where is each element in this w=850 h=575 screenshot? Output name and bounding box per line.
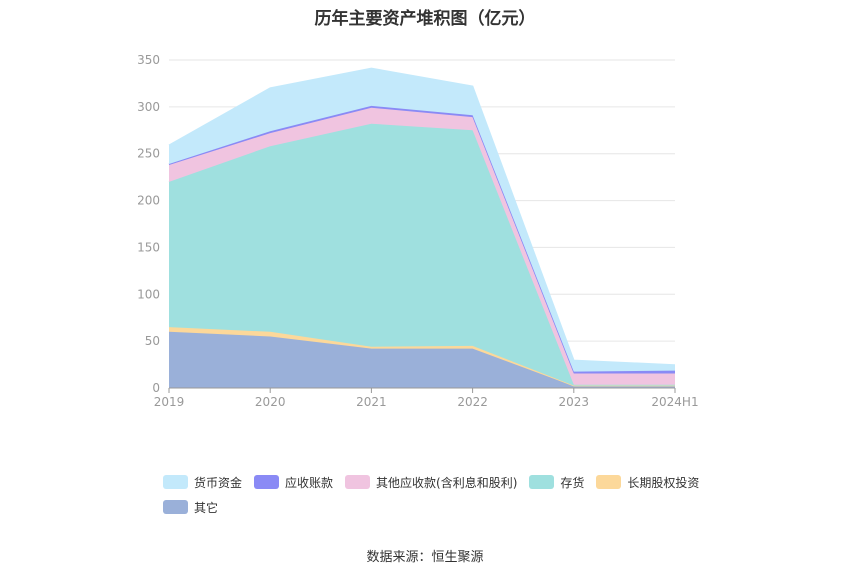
series-line-5 xyxy=(168,67,676,366)
y-tick-label: 50 xyxy=(145,334,160,348)
x-tick-label: 2022 xyxy=(457,395,488,409)
x-tick-label: 2021 xyxy=(356,395,387,409)
area-series-2 xyxy=(169,123,675,386)
legend-item[interactable]: 货币资金 xyxy=(163,472,242,492)
legend-item[interactable]: 其他应收款(含利息和股利) xyxy=(345,472,517,492)
legend-item[interactable]: 存货 xyxy=(529,472,584,492)
legend-swatch xyxy=(345,475,371,489)
x-tick-label: 2019 xyxy=(154,395,185,409)
x-tick-label: 2023 xyxy=(559,395,590,409)
area-series-3 xyxy=(169,107,675,385)
y-tick-label: 250 xyxy=(137,147,160,161)
source-note: 数据来源：恒生聚源 xyxy=(366,550,484,565)
y-tick-label: 350 xyxy=(137,53,160,67)
area-series-0 xyxy=(169,331,675,388)
legend-swatch xyxy=(163,500,188,514)
y-tick-label: 200 xyxy=(137,194,160,208)
area-series-5 xyxy=(169,68,675,372)
x-tick-label: 2020 xyxy=(255,395,286,409)
legend-label: 货币资金 xyxy=(194,475,243,490)
area-series-1 xyxy=(169,327,675,387)
legend-swatch xyxy=(596,475,622,489)
legend-item[interactable]: 长期股权投资 xyxy=(596,472,699,492)
y-tick-label: 100 xyxy=(137,287,160,301)
legend-label: 应收账款 xyxy=(285,475,334,490)
legend: 货币资金 应收账款 其他应收款(含利息和股利) 存货 长期股权投资其它 xyxy=(163,472,723,522)
legend-item[interactable]: 其它 xyxy=(163,497,218,517)
y-tick-label: 0 xyxy=(152,381,160,395)
legend-item[interactable]: 应收账款 xyxy=(254,472,333,492)
legend-label: 其它 xyxy=(194,500,219,515)
legend-swatch xyxy=(254,475,280,489)
x-tick-label: 2024H1 xyxy=(651,395,698,409)
chart-title: 历年主要资产堆积图（亿元） xyxy=(314,9,536,29)
legend-label: 其他应收款(含利息和股利) xyxy=(376,475,518,490)
legend-label: 长期股权投资 xyxy=(627,475,700,490)
legend-swatch xyxy=(529,475,555,489)
legend-swatch xyxy=(163,475,188,489)
legend-label: 存货 xyxy=(560,475,585,490)
y-tick-label: 150 xyxy=(137,240,160,254)
y-tick-label: 300 xyxy=(137,100,160,114)
